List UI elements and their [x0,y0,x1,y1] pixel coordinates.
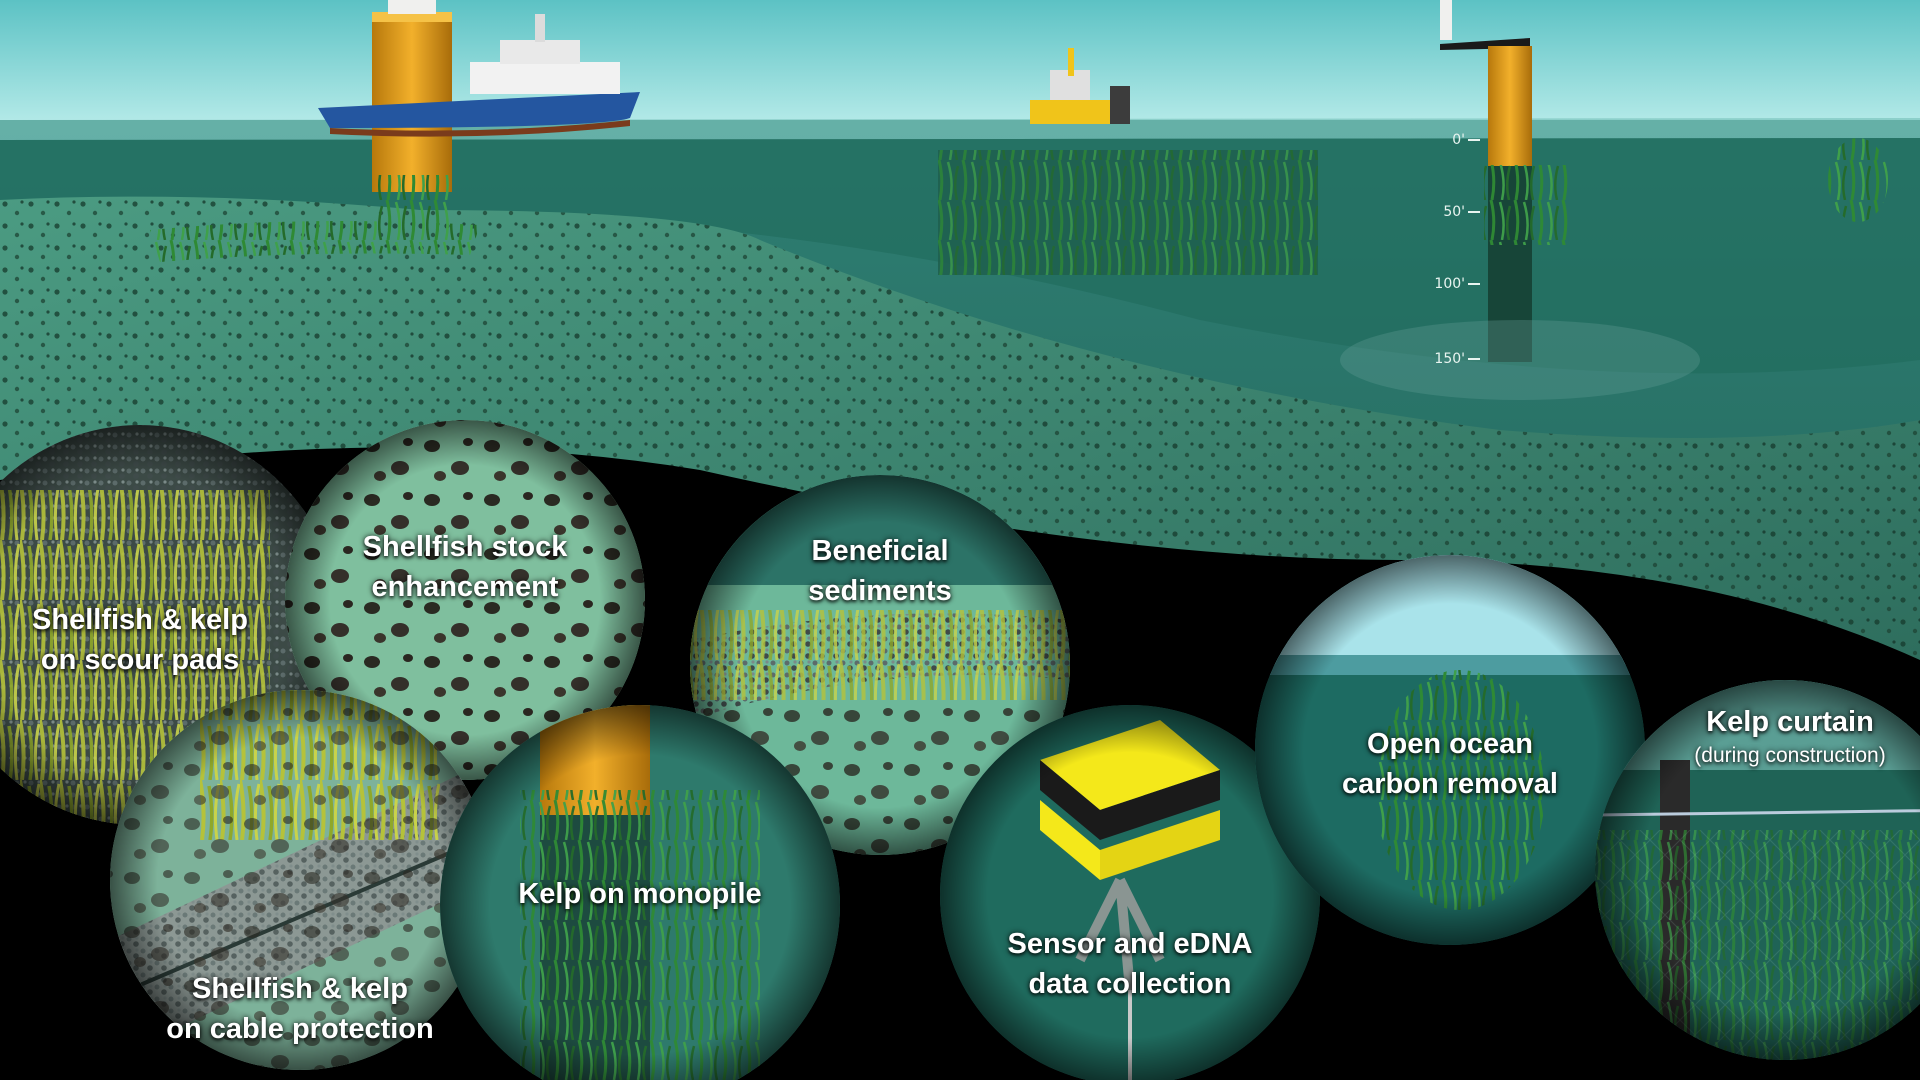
bubble-monopile [440,705,840,1080]
kelp-curtain-title: Kelp curtain [1706,706,1874,738]
depth-label-100: 100' [1434,276,1465,292]
caption-carbon-removal: Open ocean carbon removal [1342,728,1558,800]
kelp-curtain-subtitle: (during construction) [1694,744,1886,767]
caption-kelp-monopile: Kelp on monopile [518,878,762,910]
caption-sensor-edna: Sensor and eDNA data collection [1007,928,1253,1000]
caption-kelp-curtain: Kelp curtain (during construction) [1670,702,1910,770]
caption-cable-protection: Shellfish & kelp on cable protection [166,973,434,1045]
sky [0,0,1920,130]
depth-label-150: 150' [1434,351,1465,367]
floating-kelp [1828,138,1888,222]
caption-beneficial-sediments: Beneficial sediments [808,535,952,607]
kelp-cage [938,150,1318,275]
bubble-kelp-curtain [1595,680,1920,1060]
water-surface [0,118,1920,140]
vessel-middle [1030,48,1130,124]
monopile-left [372,0,452,230]
bubble-sensor [940,705,1320,1080]
depth-label-0: 0' [1452,132,1465,148]
depth-label-50: 50' [1443,204,1465,220]
bubble-scour-pads [0,425,340,825]
monopile-right [1340,0,1700,400]
caption-scour-pads: Shellfish & kelp on scour pads [32,604,248,676]
seafloor-kelp [150,221,480,262]
vessel-left [318,14,640,137]
bubble-cable-protection [110,690,490,1070]
caption-shellfish-stock: Shellfish stock enhancement [362,531,568,603]
